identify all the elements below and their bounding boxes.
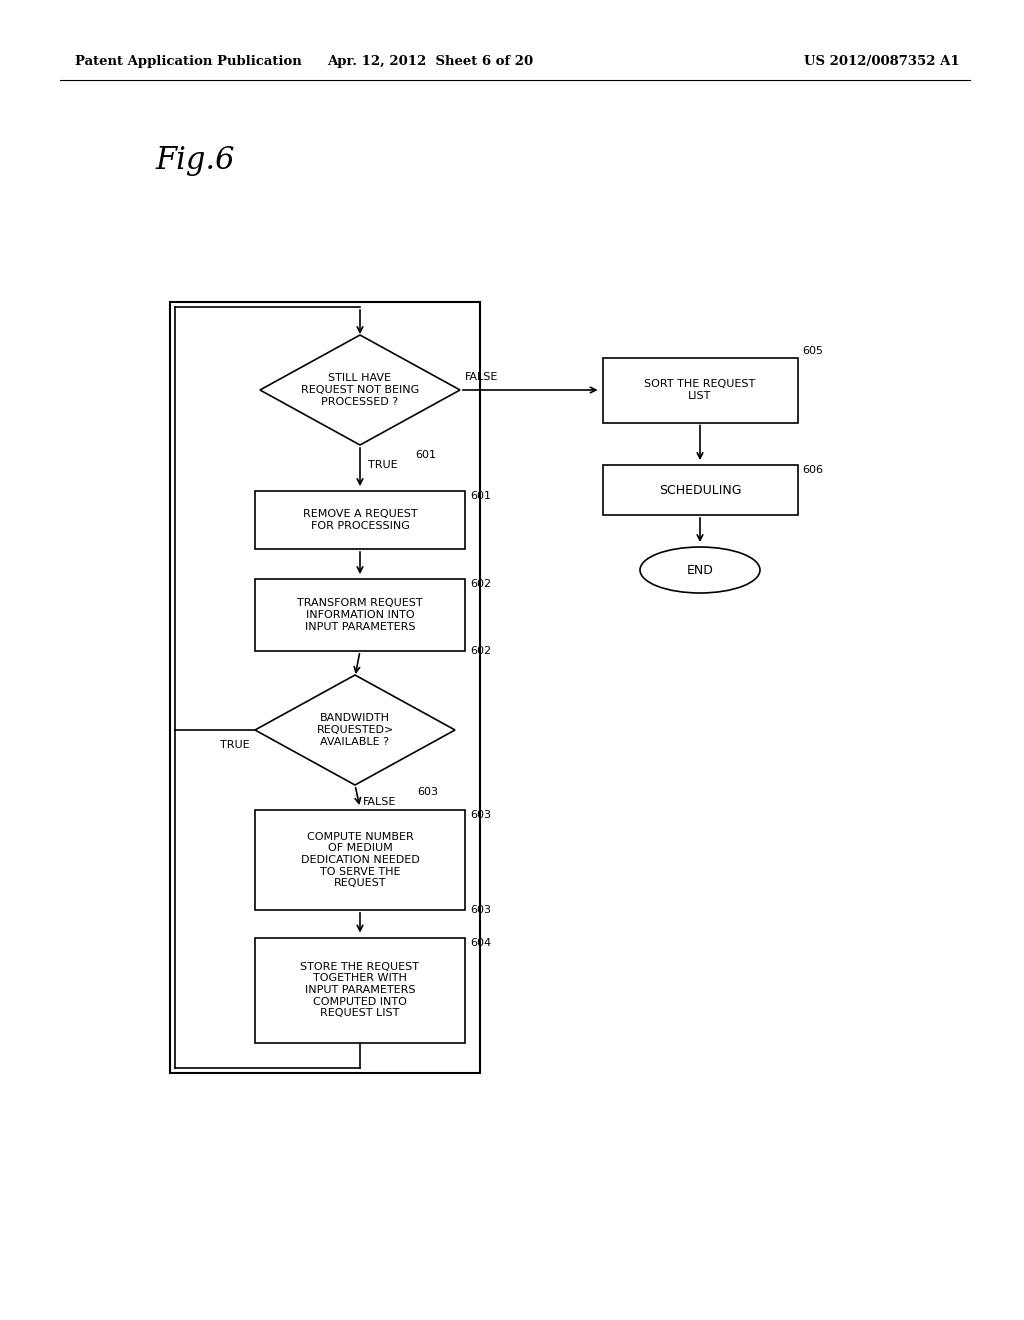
- Text: Apr. 12, 2012  Sheet 6 of 20: Apr. 12, 2012 Sheet 6 of 20: [327, 55, 534, 69]
- Text: FALSE: FALSE: [362, 797, 396, 807]
- Text: STORE THE REQUEST
TOGETHER WITH
INPUT PARAMETERS
COMPUTED INTO
REQUEST LIST: STORE THE REQUEST TOGETHER WITH INPUT PA…: [300, 962, 420, 1018]
- FancyBboxPatch shape: [255, 937, 465, 1043]
- Text: BANDWIDTH
REQUESTED>
AVAILABLE ?: BANDWIDTH REQUESTED> AVAILABLE ?: [316, 713, 393, 747]
- Text: 603: 603: [470, 810, 490, 820]
- FancyBboxPatch shape: [255, 491, 465, 549]
- Polygon shape: [260, 335, 460, 445]
- Text: TRANSFORM REQUEST
INFORMATION INTO
INPUT PARAMETERS: TRANSFORM REQUEST INFORMATION INTO INPUT…: [297, 598, 423, 631]
- FancyBboxPatch shape: [602, 358, 798, 422]
- Text: 605: 605: [803, 346, 823, 355]
- Text: END: END: [686, 564, 714, 577]
- Text: US 2012/0087352 A1: US 2012/0087352 A1: [805, 55, 961, 69]
- Text: 603: 603: [470, 906, 490, 915]
- Text: 603: 603: [417, 787, 438, 797]
- Text: Patent Application Publication: Patent Application Publication: [75, 55, 302, 69]
- Text: SORT THE REQUEST
LIST: SORT THE REQUEST LIST: [644, 379, 756, 401]
- Text: 601: 601: [470, 491, 490, 502]
- Text: SCHEDULING: SCHEDULING: [658, 483, 741, 496]
- Text: REMOVE A REQUEST
FOR PROCESSING: REMOVE A REQUEST FOR PROCESSING: [303, 510, 418, 531]
- FancyBboxPatch shape: [255, 810, 465, 909]
- Text: STILL HAVE
REQUEST NOT BEING
PROCESSED ?: STILL HAVE REQUEST NOT BEING PROCESSED ?: [301, 374, 419, 407]
- FancyBboxPatch shape: [255, 579, 465, 651]
- Text: 602: 602: [470, 645, 492, 656]
- Text: Fig.6: Fig.6: [155, 145, 234, 176]
- FancyBboxPatch shape: [602, 465, 798, 515]
- Polygon shape: [255, 675, 455, 785]
- Text: 601: 601: [415, 450, 436, 459]
- Text: 606: 606: [803, 465, 823, 475]
- Text: TRUE: TRUE: [368, 459, 397, 470]
- Text: 604: 604: [470, 937, 492, 948]
- Text: COMPUTE NUMBER
OF MEDIUM
DEDICATION NEEDED
TO SERVE THE
REQUEST: COMPUTE NUMBER OF MEDIUM DEDICATION NEED…: [301, 832, 420, 888]
- Text: 602: 602: [470, 579, 492, 589]
- Text: TRUE: TRUE: [220, 741, 250, 750]
- Ellipse shape: [640, 546, 760, 593]
- Text: FALSE: FALSE: [465, 372, 499, 381]
